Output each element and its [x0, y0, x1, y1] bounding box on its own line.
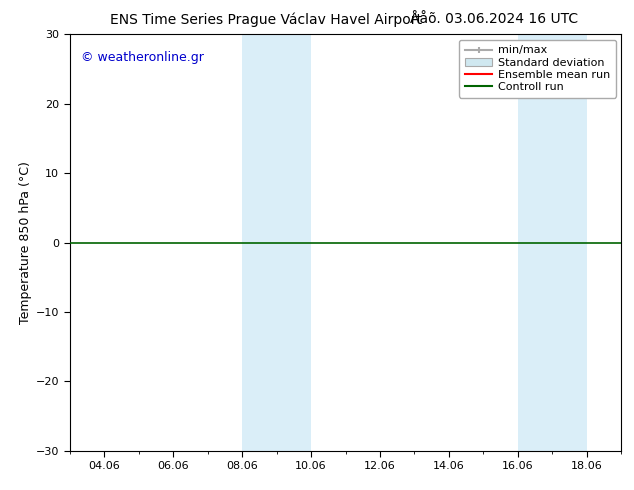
- Bar: [242, 34, 311, 451]
- Legend: min/max, Standard deviation, Ensemble mean run, Controll run: min/max, Standard deviation, Ensemble me…: [459, 40, 616, 98]
- Text: Ååõ. 03.06.2024 16 UTC: Ååõ. 03.06.2024 16 UTC: [410, 12, 579, 26]
- Bar: [518, 34, 587, 451]
- Text: ENS Time Series Prague Václav Havel Airport: ENS Time Series Prague Václav Havel Airp…: [110, 12, 422, 27]
- Y-axis label: Temperature 850 hPa (°C): Temperature 850 hPa (°C): [18, 161, 32, 324]
- Text: © weatheronline.gr: © weatheronline.gr: [81, 51, 204, 64]
